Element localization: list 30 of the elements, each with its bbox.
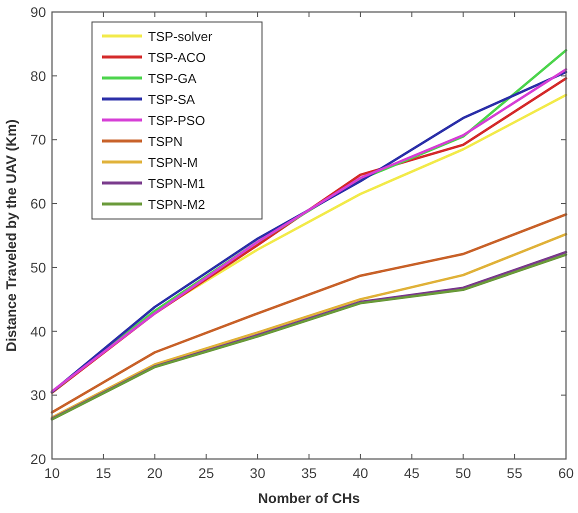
legend-label: TSP-solver	[148, 29, 213, 44]
x-tick-label: 50	[455, 465, 472, 481]
x-tick-label: 20	[147, 465, 163, 481]
y-tick-label: 70	[30, 132, 46, 148]
legend-label: TSP-ACO	[148, 50, 206, 65]
legend-label: TSPN-M2	[148, 197, 206, 212]
x-tick-label: 10	[44, 465, 60, 481]
y-axis-title: Distance Traveled by the UAV (Km)	[3, 119, 19, 352]
legend-label: TSPN-M1	[148, 176, 206, 191]
x-tick-label: 40	[352, 465, 368, 481]
x-tick-label: 60	[558, 465, 574, 481]
y-tick-label: 50	[30, 259, 46, 276]
x-axis-title: Nomber of CHs	[258, 490, 360, 506]
legend-label: TSP-GA	[148, 71, 197, 86]
y-tick-label: 90	[30, 4, 46, 20]
legend-label: TSPN-M	[148, 155, 198, 170]
y-tick-label: 40	[30, 323, 46, 340]
x-tick-label: 30	[250, 465, 266, 481]
y-tick-label: 60	[30, 196, 46, 212]
legend-label: TSP-SA	[148, 92, 196, 107]
x-tick-label: 35	[301, 465, 317, 481]
y-tick-label: 30	[30, 387, 46, 404]
legend-label: TSP-PSO	[148, 113, 206, 128]
x-tick-label: 55	[506, 465, 523, 481]
x-tick-label: 25	[198, 465, 214, 481]
y-tick-label: 20	[30, 451, 46, 467]
legend-label: TSPN	[148, 134, 183, 149]
x-tick-label: 45	[404, 465, 420, 481]
x-tick-label: 15	[96, 465, 112, 481]
y-tick-label: 80	[30, 68, 46, 84]
